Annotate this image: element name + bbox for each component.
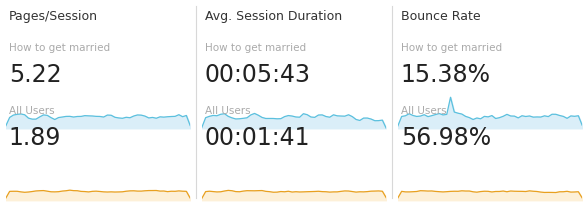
Text: All Users: All Users bbox=[205, 106, 250, 116]
Text: 56.98%: 56.98% bbox=[401, 126, 491, 151]
Text: Bounce Rate: Bounce Rate bbox=[401, 10, 480, 23]
Text: How to get married: How to get married bbox=[9, 43, 110, 53]
Text: How to get married: How to get married bbox=[401, 43, 502, 53]
Text: All Users: All Users bbox=[9, 106, 55, 116]
Text: All Users: All Users bbox=[401, 106, 446, 116]
Text: 15.38%: 15.38% bbox=[401, 63, 491, 87]
Text: 00:05:43: 00:05:43 bbox=[205, 63, 311, 87]
Text: 00:01:41: 00:01:41 bbox=[205, 126, 310, 151]
Text: Avg. Session Duration: Avg. Session Duration bbox=[205, 10, 342, 23]
Text: Pages/Session: Pages/Session bbox=[9, 10, 98, 23]
Text: 5.22: 5.22 bbox=[9, 63, 61, 87]
Text: How to get married: How to get married bbox=[205, 43, 306, 53]
Text: 1.89: 1.89 bbox=[9, 126, 61, 151]
